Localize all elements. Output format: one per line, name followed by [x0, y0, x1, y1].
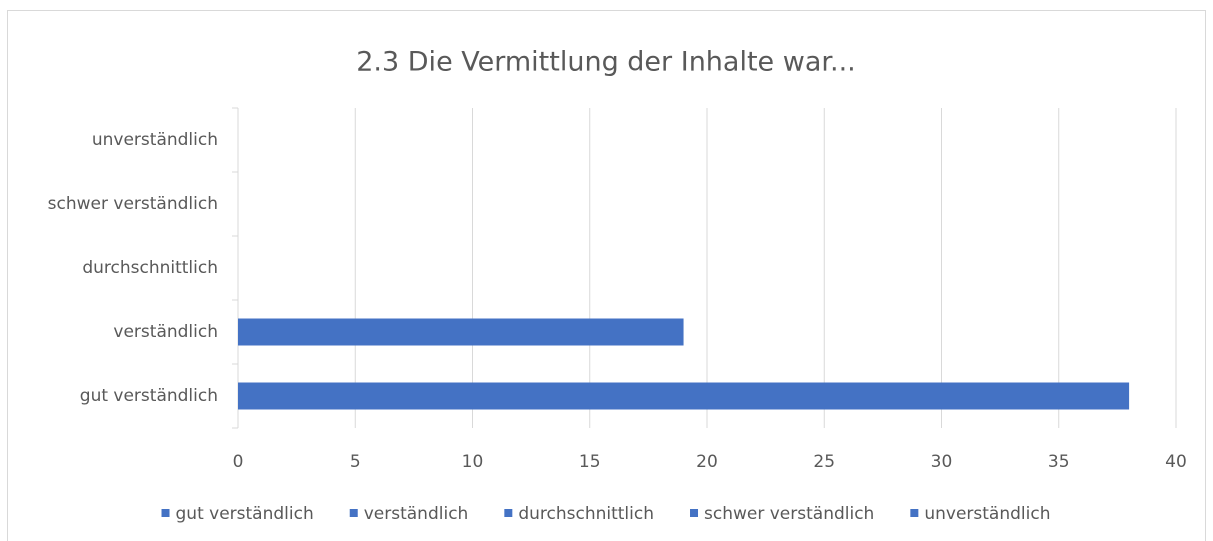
x-tick-label: 30 — [931, 452, 953, 472]
y-tick-label: schwer verständlich — [48, 194, 218, 214]
x-tick-label: 15 — [579, 452, 601, 472]
legend-label: durchschnittlich — [518, 504, 654, 524]
y-tick-label: unverständlich — [92, 130, 218, 150]
legend-label: schwer verständlich — [704, 504, 874, 524]
x-tick-label: 5 — [350, 452, 361, 472]
chart-title: 2.3 Die Vermittlung der Inhalte war... — [356, 47, 856, 78]
x-tick-label: 25 — [813, 452, 835, 472]
bar — [238, 318, 684, 346]
x-tick-label: 20 — [696, 452, 718, 472]
x-tick-label: 0 — [233, 452, 244, 472]
x-tick-label: 40 — [1165, 452, 1187, 472]
y-tick-label: gut verständlich — [80, 386, 218, 406]
chart-frame — [7, 10, 1206, 541]
x-tick-label: 35 — [1048, 452, 1070, 472]
y-tick-label: durchschnittlich — [82, 258, 218, 278]
bar — [238, 382, 1130, 410]
legend-label: unverständlich — [924, 504, 1050, 524]
legend-marker — [504, 509, 513, 517]
legend-label: gut verständlich — [176, 504, 314, 524]
legend-label: verständlich — [364, 504, 469, 524]
x-tick-label: 10 — [462, 452, 484, 472]
y-tick-label: verständlich — [113, 322, 218, 342]
legend-marker — [349, 509, 358, 517]
legend-marker — [690, 509, 699, 517]
legend-marker — [161, 509, 170, 517]
legend-marker — [910, 509, 919, 517]
